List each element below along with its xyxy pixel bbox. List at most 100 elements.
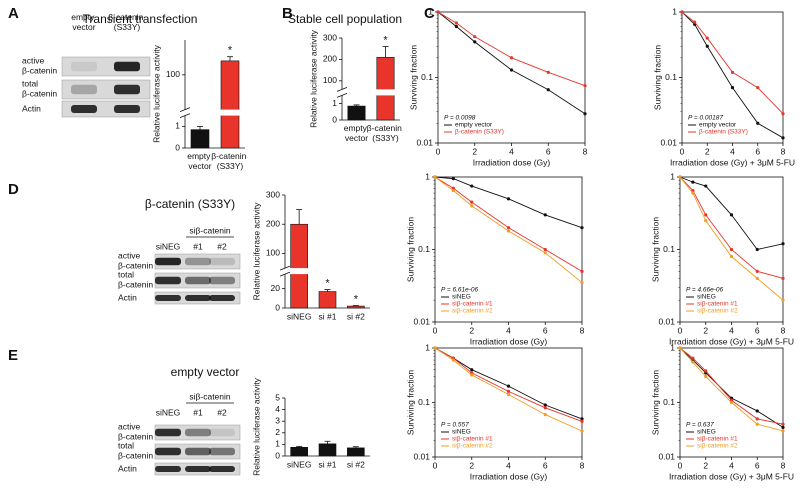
y-tick-label: 0.1 bbox=[665, 72, 677, 82]
x-tick-label: 0 bbox=[680, 146, 685, 156]
y-tick-label: 1 bbox=[425, 171, 430, 181]
blot-band bbox=[185, 295, 211, 301]
x-axis-label: Irradiation dose (Gy) + 3μM 5-FU bbox=[669, 471, 794, 481]
survival-curve bbox=[681, 11, 784, 115]
blot-band bbox=[155, 257, 181, 266]
x-tick-label: 2 bbox=[469, 460, 474, 470]
survival-curve bbox=[679, 176, 784, 301]
x-tick-label: 4 bbox=[506, 460, 511, 470]
data-point bbox=[678, 346, 682, 350]
legend-label: β-catenin (S33Y) bbox=[455, 129, 504, 136]
x-tick-label: 8 bbox=[781, 146, 786, 156]
break-mark bbox=[179, 107, 191, 112]
panel-title: empty vector bbox=[171, 365, 240, 379]
legend-label: empty vector bbox=[699, 122, 737, 129]
blot-band bbox=[155, 447, 181, 456]
data-point bbox=[781, 422, 785, 426]
y-tick-label: 0.1 bbox=[663, 397, 675, 407]
panel-letter: E bbox=[8, 347, 18, 364]
panel-title: β-catenin (S33Y) bbox=[145, 197, 235, 211]
data-point bbox=[470, 204, 474, 208]
y-tick-label: 0.01 bbox=[658, 451, 675, 461]
data-point bbox=[506, 392, 511, 397]
data-point bbox=[433, 175, 437, 179]
x-tick-label: 4 bbox=[730, 146, 735, 156]
legend-label: empty vector bbox=[455, 122, 493, 129]
x-tick-label: 4 bbox=[729, 325, 734, 335]
legend-label: siβ-catenin #1 bbox=[452, 436, 493, 443]
x-tick-label: 6 bbox=[755, 146, 760, 156]
y-tick-label: 100 bbox=[166, 69, 180, 79]
y-axis-label: Relative luciferase activity bbox=[151, 44, 161, 143]
panel-title: Transient transfection bbox=[83, 12, 198, 26]
data-point bbox=[755, 247, 759, 252]
data-point bbox=[691, 356, 695, 360]
y-tick-label: 4 bbox=[275, 404, 280, 414]
survival-curve bbox=[434, 347, 583, 420]
significance-star: * bbox=[383, 34, 388, 46]
data-point bbox=[451, 177, 455, 181]
p-value: P = 0.0098 bbox=[444, 115, 476, 122]
blot-band bbox=[209, 428, 235, 437]
survival-curve bbox=[679, 176, 784, 251]
blot-band bbox=[209, 295, 235, 301]
x-tick-label: 8 bbox=[580, 460, 585, 470]
x-tick-label: 2 bbox=[469, 325, 474, 335]
x-tick-label: 0 bbox=[678, 325, 683, 335]
blot-band bbox=[155, 276, 181, 285]
blot-column-label: β-catenin (S33Y) bbox=[108, 12, 146, 32]
survival-curve bbox=[437, 11, 586, 115]
data-point bbox=[451, 358, 455, 362]
y-tick-label: 1 bbox=[428, 6, 433, 16]
break-mark bbox=[179, 113, 191, 118]
y-tick-label: 1 bbox=[332, 98, 337, 108]
x-tick-label: 8 bbox=[781, 325, 786, 335]
data-point bbox=[781, 425, 785, 429]
y-tick-label: 300 bbox=[266, 189, 280, 199]
data-point bbox=[730, 70, 735, 74]
data-point bbox=[704, 374, 708, 379]
data-point bbox=[729, 398, 734, 402]
blot-band bbox=[185, 276, 211, 285]
x-tick-label: β-catenin (S33Y) bbox=[211, 151, 249, 171]
panel-letter: D bbox=[8, 181, 19, 198]
survival-curve bbox=[434, 347, 583, 422]
y-axis-label: Relative luciferase activity bbox=[251, 377, 261, 476]
bar bbox=[347, 447, 365, 457]
axis-break bbox=[279, 268, 372, 275]
data-point bbox=[704, 219, 708, 223]
blot-row-label: Actin bbox=[118, 463, 137, 473]
x-tick-label: 0 bbox=[436, 146, 441, 156]
x-tick-label: 2 bbox=[703, 460, 708, 470]
blot-column-label: #1 bbox=[193, 407, 203, 417]
x-tick-label: 8 bbox=[781, 460, 786, 470]
data-point bbox=[580, 419, 584, 423]
blot-band bbox=[155, 466, 181, 472]
data-point bbox=[755, 409, 759, 413]
data-point bbox=[704, 213, 708, 217]
y-tick-label: 0.01 bbox=[413, 316, 430, 326]
x-tick-label: siNEG bbox=[287, 459, 312, 469]
legend-label: siβ-catenin #2 bbox=[452, 308, 493, 315]
data-point bbox=[546, 70, 550, 74]
axis-break bbox=[336, 89, 402, 96]
y-tick-label: 1 bbox=[670, 342, 675, 352]
data-point bbox=[543, 406, 547, 410]
y-tick-label: 2 bbox=[275, 427, 280, 437]
bar bbox=[290, 446, 308, 457]
data-point bbox=[436, 10, 440, 14]
x-tick-label: 0 bbox=[678, 460, 683, 470]
y-tick-label: 20 bbox=[271, 283, 281, 293]
blot-column-label: #1 bbox=[193, 241, 203, 251]
significance-star: * bbox=[325, 278, 330, 290]
x-tick-label: 6 bbox=[755, 460, 760, 470]
blot-band bbox=[209, 466, 235, 472]
blot-band bbox=[71, 105, 97, 113]
blot-row-label: total β-catenin bbox=[22, 79, 57, 99]
x-tick-label: 2 bbox=[472, 146, 477, 156]
panel-letter: C bbox=[424, 5, 435, 22]
x-tick-label: 6 bbox=[546, 146, 551, 156]
x-axis-label: Irradiation dose (Gy) + 3μM 5-FU bbox=[669, 336, 794, 346]
x-tick-label: si #2 bbox=[347, 311, 365, 321]
y-axis-label: Surviving fraction bbox=[650, 370, 660, 435]
